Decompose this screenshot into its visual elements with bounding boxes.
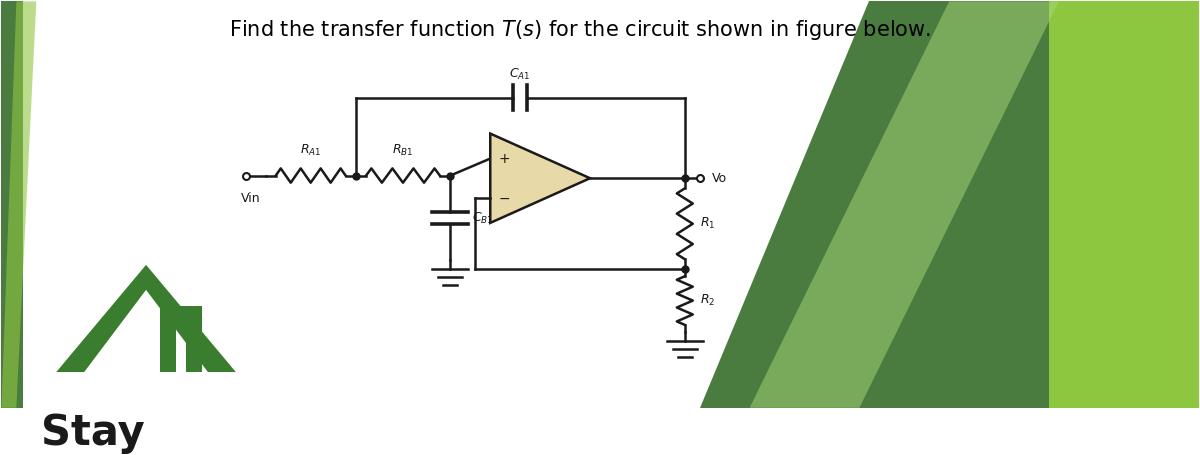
Polygon shape <box>491 134 590 223</box>
Polygon shape <box>56 265 236 372</box>
Text: $-$: $-$ <box>498 191 510 205</box>
Text: $R_{A1}$: $R_{A1}$ <box>300 142 322 158</box>
Text: Stay: Stay <box>41 412 145 454</box>
Polygon shape <box>750 1 1058 408</box>
Polygon shape <box>1049 1 1199 408</box>
Polygon shape <box>700 1 1049 408</box>
Text: $R_{B1}$: $R_{B1}$ <box>392 142 414 158</box>
Polygon shape <box>1 1 36 408</box>
Text: $R_2$: $R_2$ <box>700 293 715 308</box>
Text: Vin: Vin <box>241 192 260 205</box>
Text: Vo: Vo <box>712 172 727 185</box>
Text: +: + <box>498 152 510 166</box>
Text: $C_{B1}$: $C_{B1}$ <box>473 210 493 226</box>
Polygon shape <box>1 1 23 408</box>
Polygon shape <box>161 306 203 372</box>
Text: Find the transfer function $T(s)$ for the circuit shown in figure below.: Find the transfer function $T(s)$ for th… <box>229 18 931 42</box>
Text: $C_{A1}$: $C_{A1}$ <box>510 67 530 82</box>
Text: $R_1$: $R_1$ <box>700 216 715 231</box>
